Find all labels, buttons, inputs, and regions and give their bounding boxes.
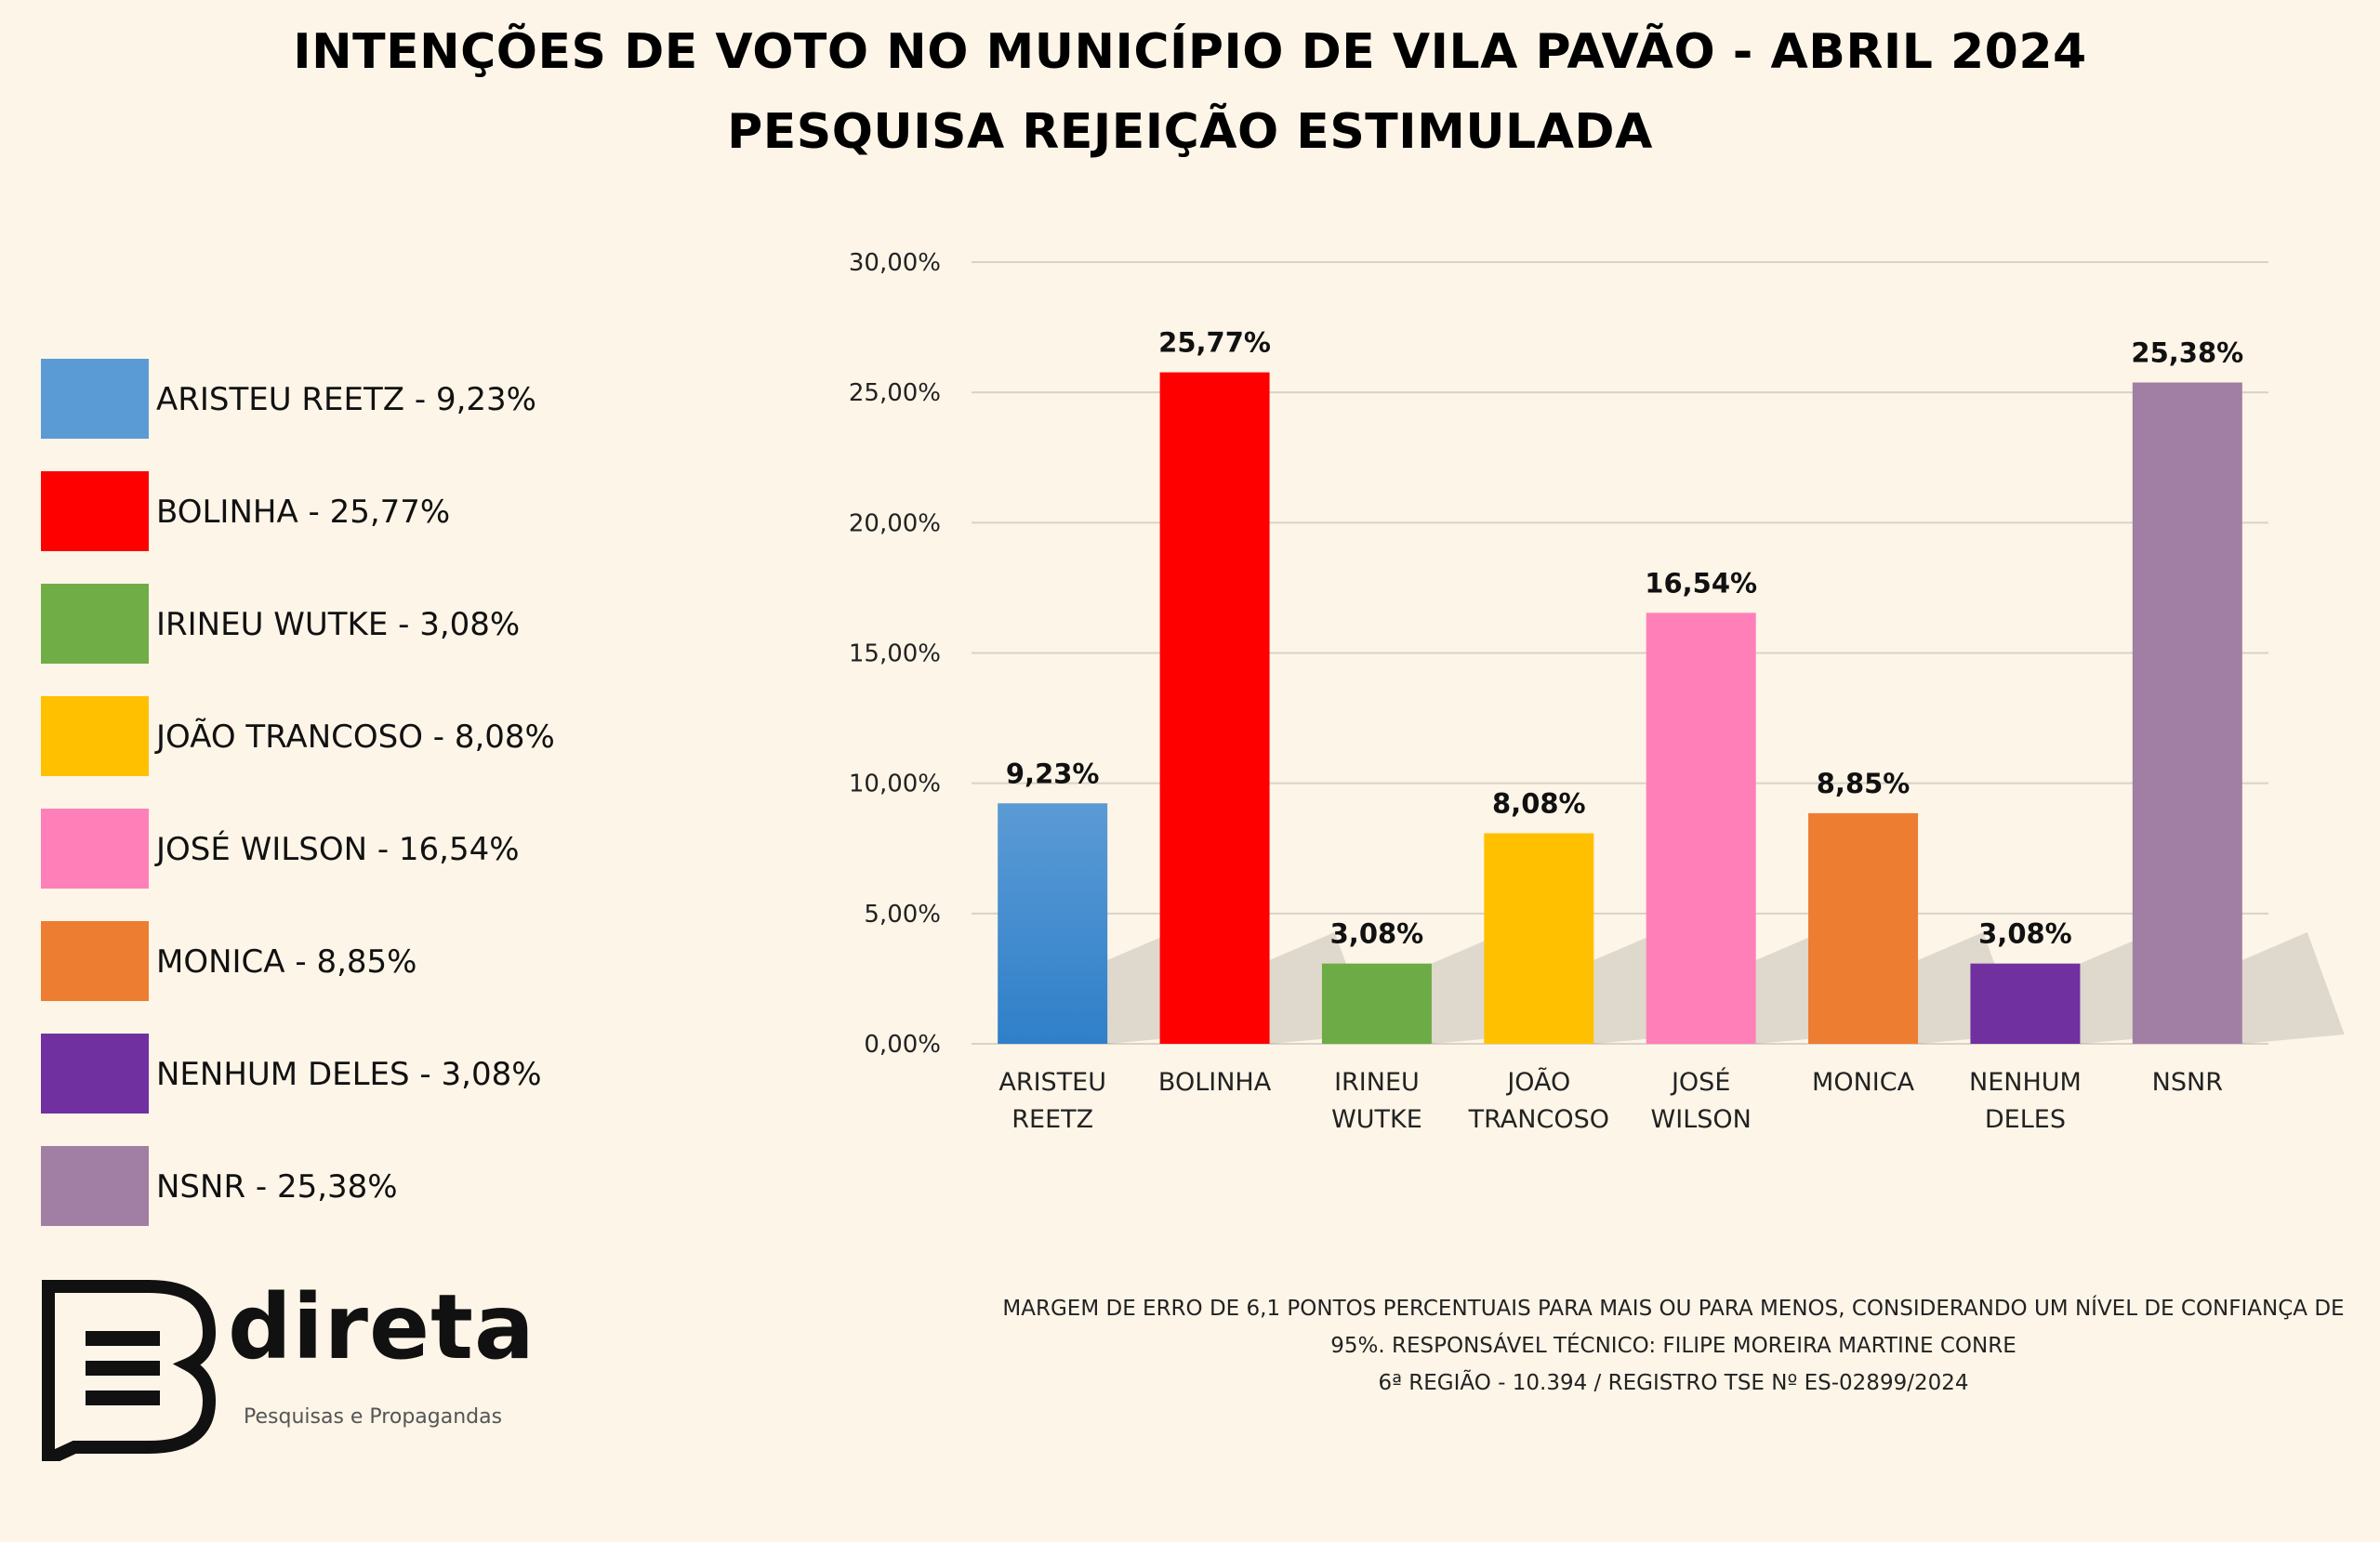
logo-name: direta: [228, 1275, 536, 1379]
chart-title: INTENÇÕES DE VOTO NO MUNICÍPIO DE VILA P…: [293, 24, 2087, 80]
data-label: 16,54%: [1645, 567, 1757, 599]
legend-label: NENHUM DELES - 3,08%: [156, 1056, 542, 1093]
legend-swatch: [41, 921, 149, 1001]
x-tick-label: DELES: [1985, 1105, 2066, 1134]
legend-item: NSNR - 25,38%: [41, 1146, 692, 1230]
bar: [1646, 613, 1756, 1044]
x-tick-label: REETZ: [1012, 1105, 1093, 1134]
bar: [2132, 382, 2242, 1044]
chart-subtitle: PESQUISA REJEIÇÃO ESTIMULADA: [727, 104, 1653, 160]
bar: [1808, 812, 1919, 1044]
legend-swatch: [41, 359, 149, 439]
bar: [998, 803, 1108, 1044]
y-tick-label: 5,00%: [864, 901, 941, 929]
bar: [1970, 963, 2081, 1044]
legend-item: BOLINHA - 25,77%: [41, 471, 692, 555]
data-label: 8,85%: [1817, 768, 1911, 799]
legend-swatch: [41, 696, 149, 776]
legend-item: ARISTEU REETZ - 9,23%: [41, 359, 692, 442]
x-tick-label: MONICA: [1812, 1068, 1915, 1097]
legend-label: BOLINHA - 25,77%: [156, 494, 451, 531]
legend-swatch: [41, 584, 149, 664]
y-tick-label: 10,00%: [849, 771, 941, 798]
data-label: 25,38%: [2131, 337, 2243, 369]
footnote-line: 95%. RESPONSÁVEL TÉCNICO: FILIPE MOREIRA…: [1330, 1334, 2016, 1358]
legend-label: NSNR - 25,38%: [156, 1168, 398, 1206]
footnote-line: MARGEM DE ERRO DE 6,1 PONTOS PERCENTUAIS…: [1002, 1297, 2345, 1321]
bar: [1321, 963, 1432, 1044]
data-label: 3,08%: [1330, 918, 1424, 950]
x-tick-label: WILSON: [1651, 1105, 1752, 1134]
y-tick-label: 30,00%: [849, 249, 941, 277]
legend-label: MONICA - 8,85%: [156, 943, 417, 981]
x-tick-label: TRANCOSO: [1468, 1105, 1609, 1134]
x-tick-label: NENHUM: [1969, 1068, 2082, 1097]
y-tick-label: 15,00%: [849, 640, 941, 668]
legend-item: JOÃO TRANCOSO - 8,08%: [41, 696, 692, 780]
footnote: MARGEM DE ERRO DE 6,1 PONTOS PERCENTUAIS…: [976, 1290, 2371, 1402]
legend-item: NENHUM DELES - 3,08%: [41, 1034, 692, 1117]
y-tick-label: 25,00%: [849, 379, 941, 407]
legend-item: IRINEU WUTKE - 3,08%: [41, 584, 692, 667]
logo-tagline: Pesquisas e Propagandas: [244, 1405, 503, 1429]
legend-label: ARISTEU REETZ - 9,23%: [156, 381, 536, 418]
direta-logo: direta Pesquisas e Propagandas: [37, 1275, 558, 1470]
x-tick-label: IRINEU: [1334, 1068, 1420, 1097]
legend-swatch: [41, 809, 149, 889]
bar: [1484, 833, 1594, 1044]
legend-label: JOÃO TRANCOSO - 8,08%: [156, 718, 555, 756]
legend-label: IRINEU WUTKE - 3,08%: [156, 606, 521, 643]
data-label: 3,08%: [1978, 918, 2072, 950]
legend-swatch: [41, 471, 149, 551]
x-tick-label: BOLINHA: [1158, 1068, 1272, 1097]
legend-item: MONICA - 8,85%: [41, 921, 692, 1005]
legend-item: JOSÉ WILSON - 16,54%: [41, 809, 692, 892]
y-tick-label: 0,00%: [864, 1031, 941, 1059]
x-tick-label: ARISTEU: [998, 1068, 1106, 1097]
footnote-line: 6ª REGIÃO - 10.394 / REGISTRO TSE Nº ES-…: [1378, 1371, 1969, 1395]
bar-shadow: [2241, 932, 2345, 1044]
x-tick-label: NSNR: [2152, 1068, 2223, 1097]
speech-bubble-b-logo-icon: [42, 1280, 217, 1470]
legend-swatch: [41, 1146, 149, 1226]
data-label: 9,23%: [1006, 758, 1100, 789]
x-tick-label: JOÃO: [1505, 1067, 1570, 1097]
x-tick-label: JOSÉ: [1670, 1067, 1730, 1097]
data-label: 25,77%: [1158, 327, 1271, 359]
legend-swatch: [41, 1034, 149, 1114]
legend-label: JOSÉ WILSON - 16,54%: [156, 831, 520, 868]
y-tick-label: 20,00%: [849, 509, 941, 537]
x-tick-label: WUTKE: [1331, 1105, 1422, 1134]
data-label: 8,08%: [1492, 787, 1586, 819]
bar: [1159, 372, 1270, 1044]
